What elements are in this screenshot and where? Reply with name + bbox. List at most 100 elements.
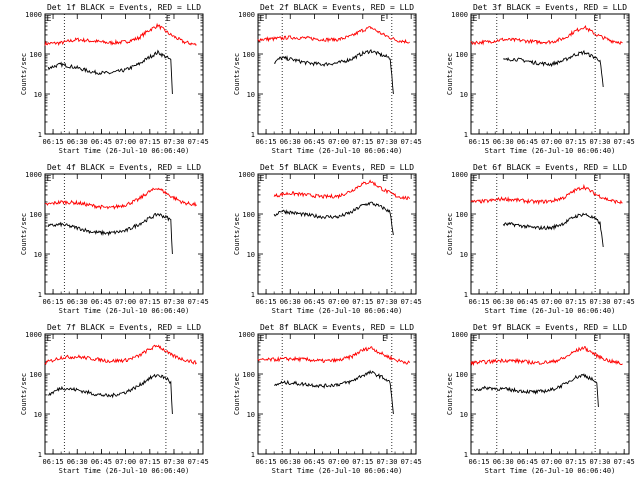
y-tick-label: 1 xyxy=(251,131,255,139)
x-axis-label: Start Time (26-Jul-10 06:06:40) xyxy=(272,307,403,315)
x-tick-label: 07:15 xyxy=(352,138,373,146)
y-axis-label: Counts/sec xyxy=(446,53,454,95)
x-tick-label: 07:45 xyxy=(401,138,422,146)
chart-svg: Det 1f BLACK = Events, RED = LLD 1 10 100 10… xyxy=(20,3,209,155)
events-series-line xyxy=(48,373,173,415)
lld-series-line xyxy=(44,344,197,366)
e-marker-label: E xyxy=(47,174,52,183)
x-axis-label: Start Time (26-Jul-10 06:06:40) xyxy=(272,467,403,475)
x-tick-label: 07:45 xyxy=(188,458,209,466)
detector-panel: Det 4f BLACK = Events, RED = LLD 1 10 100 10… xyxy=(0,160,213,320)
x-tick-label: 06:15 xyxy=(469,298,490,306)
x-axis-label: Start Time (26-Jul-10 06:06:40) xyxy=(485,147,616,155)
detector-panel: Det 6f BLACK = Events, RED = LLD 1 10 100 10… xyxy=(426,160,639,320)
x-tick-label: 06:45 xyxy=(304,298,325,306)
plot-frame xyxy=(44,173,204,295)
x-tick-label: 07:30 xyxy=(589,458,610,466)
y-tick-label: 100 xyxy=(242,211,255,219)
e-marker-label: E xyxy=(166,174,171,183)
x-tick-label: 07:45 xyxy=(614,458,635,466)
plot-frame xyxy=(257,13,417,135)
x-axis-label: Start Time (26-Jul-10 06:06:40) xyxy=(485,307,616,315)
detector-panel: Det 5f BLACK = Events, RED = LLD 1 10 100 10… xyxy=(213,160,426,320)
e-marker-label: E xyxy=(166,334,171,343)
x-tick-label: 07:00 xyxy=(328,458,349,466)
x-tick-label: 06:30 xyxy=(493,298,514,306)
x-tick-label: 07:00 xyxy=(328,298,349,306)
events-series-line xyxy=(47,49,173,95)
y-tick-label: 10 xyxy=(247,251,255,259)
x-tick-label: 07:45 xyxy=(614,138,635,146)
y-tick-label: 100 xyxy=(29,371,42,379)
x-tick-label: 07:45 xyxy=(188,298,209,306)
x-tick-label: 07:30 xyxy=(376,458,397,466)
x-tick-label: 07:30 xyxy=(163,298,184,306)
lld-series-line xyxy=(273,179,410,201)
x-tick-label: 06:45 xyxy=(517,138,538,146)
detector-panel: Det 8f BLACK = Events, RED = LLD 1 10 100 10… xyxy=(213,320,426,480)
x-tick-label: 07:45 xyxy=(401,458,422,466)
e-marker-label: E xyxy=(47,14,52,23)
x-tick-label: 07:30 xyxy=(163,138,184,146)
x-tick-label: 07:30 xyxy=(589,298,610,306)
x-tick-label: 07:00 xyxy=(328,138,349,146)
e-marker-label: E xyxy=(260,174,265,183)
plot-frame xyxy=(470,13,630,135)
x-tick-label: 07:15 xyxy=(139,458,160,466)
detector-panel: Det 9f BLACK = Events, RED = LLD 1 10 100 10… xyxy=(426,320,639,480)
x-axis-label: Start Time (26-Jul-10 06:06:40) xyxy=(59,147,190,155)
e-marker-label: E xyxy=(47,334,52,343)
e-marker-label: E xyxy=(381,14,386,23)
chart-svg: Det 5f BLACK = Events, RED = LLD 1 10 100 10… xyxy=(233,163,422,315)
y-axis-label: Counts/sec xyxy=(233,213,241,255)
x-tick-label: 07:15 xyxy=(565,458,586,466)
x-tick-label: 06:45 xyxy=(91,138,112,146)
y-axis-label: Counts/sec xyxy=(20,53,28,95)
lld-series-line xyxy=(470,346,623,367)
y-tick-label: 10 xyxy=(460,91,468,99)
x-tick-label: 07:15 xyxy=(565,298,586,306)
y-tick-label: 10 xyxy=(460,251,468,259)
y-axis-label: Counts/sec xyxy=(20,373,28,415)
x-tick-label: 06:15 xyxy=(469,138,490,146)
e-marker-label: E xyxy=(260,14,265,23)
y-tick-label: 1 xyxy=(251,451,255,459)
x-tick-label: 07:45 xyxy=(188,138,209,146)
x-tick-label: 07:45 xyxy=(401,298,422,306)
x-tick-label: 06:30 xyxy=(67,458,88,466)
plot-frame xyxy=(44,333,204,455)
chart-title: Det 3f BLACK = Events, RED = LLD xyxy=(473,3,627,12)
y-axis-label: Counts/sec xyxy=(233,373,241,415)
chart-title: Det 7f BLACK = Events, RED = LLD xyxy=(47,323,201,332)
x-tick-label: 07:00 xyxy=(541,458,562,466)
x-axis-label: Start Time (26-Jul-10 06:06:40) xyxy=(485,467,616,475)
x-tick-label: 06:15 xyxy=(43,298,64,306)
y-tick-label: 100 xyxy=(29,211,42,219)
events-series-line xyxy=(503,49,604,88)
detector-panel: Det 3f BLACK = Events, RED = LLD 1 10 100 10… xyxy=(426,0,639,160)
plot-frame xyxy=(470,333,630,455)
x-tick-label: 07:15 xyxy=(352,458,373,466)
y-tick-label: 1000 xyxy=(25,171,42,179)
x-tick-label: 07:00 xyxy=(115,298,136,306)
chart-title: Det 5f BLACK = Events, RED = LLD xyxy=(260,163,414,172)
chart-svg: Det 8f BLACK = Events, RED = LLD 1 10 100 10… xyxy=(233,323,422,475)
events-series-line xyxy=(273,201,394,235)
y-tick-label: 1 xyxy=(38,291,42,299)
x-tick-label: 06:15 xyxy=(43,458,64,466)
y-tick-label: 1 xyxy=(464,291,468,299)
lld-series-line xyxy=(257,346,410,365)
x-tick-label: 06:15 xyxy=(256,138,277,146)
y-tick-label: 1000 xyxy=(238,171,255,179)
x-tick-label: 07:15 xyxy=(139,138,160,146)
x-tick-label: 06:30 xyxy=(67,138,88,146)
plot-frame xyxy=(470,173,630,295)
y-tick-label: 10 xyxy=(247,91,255,99)
x-tick-label: 07:15 xyxy=(352,298,373,306)
y-axis-label: Counts/sec xyxy=(233,53,241,95)
lld-series-line xyxy=(257,26,410,44)
x-tick-label: 06:45 xyxy=(304,458,325,466)
y-tick-label: 100 xyxy=(455,371,468,379)
chart-svg: Det 7f BLACK = Events, RED = LLD 1 10 100 10… xyxy=(20,323,209,475)
